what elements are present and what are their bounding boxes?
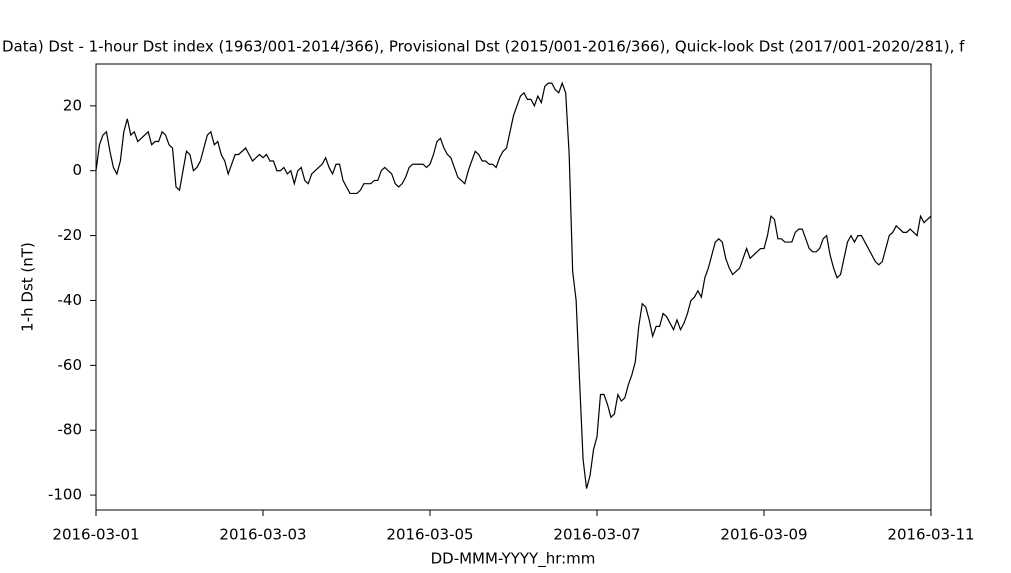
x-tick-label: 2016-03-11 — [887, 526, 974, 544]
y-tick-label: -80 — [58, 421, 83, 439]
chart-title: Data) Dst - 1-hour Dst index (1963/001-2… — [2, 38, 965, 56]
plot-frame — [95, 63, 932, 511]
y-tick-label: -20 — [58, 226, 83, 244]
x-tick-label: 2016-03-03 — [219, 526, 306, 544]
y-tick-label: 0 — [72, 161, 82, 179]
x-axis-label: DD-MMM-YYYY_hr:mm — [431, 550, 596, 569]
y-tick-label: -60 — [58, 356, 83, 374]
x-tick-label: 2016-03-07 — [553, 526, 640, 544]
y-axis-label: 1-h Dst (nT) — [19, 242, 37, 332]
x-tick-label: 2016-03-09 — [720, 526, 807, 544]
y-tick-label: 20 — [63, 96, 82, 114]
y-tick-label: -40 — [58, 291, 83, 309]
x-tick-label: 2016-03-01 — [52, 526, 139, 544]
x-tick-label: 2016-03-05 — [386, 526, 473, 544]
y-tick-label: -100 — [48, 486, 82, 504]
data-line — [95, 81, 932, 489]
